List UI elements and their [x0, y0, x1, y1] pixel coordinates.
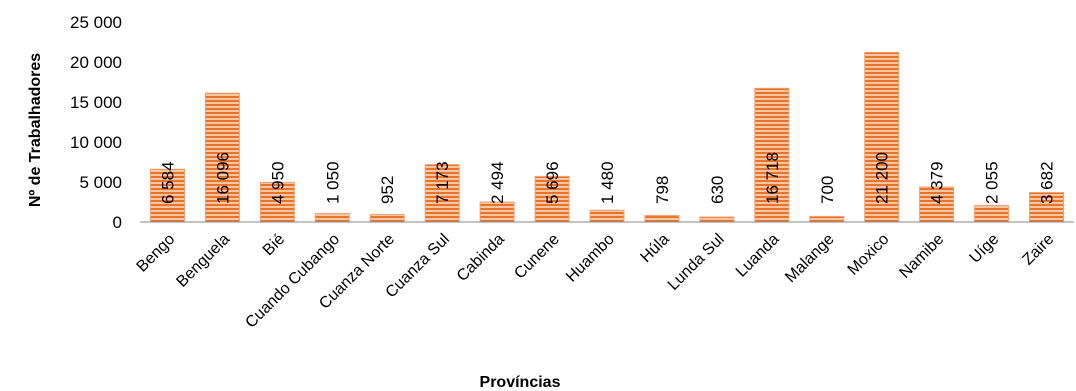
bar [754, 87, 790, 223]
data-label: 630 [708, 176, 727, 204]
data-label: 5 696 [543, 161, 562, 204]
bar [369, 213, 405, 223]
x-category-label: Bengo [134, 231, 179, 276]
y-tick-label: 15 000 [70, 93, 122, 112]
bar [204, 92, 240, 223]
data-label: 16 718 [763, 152, 782, 204]
x-category-label: Luanda [733, 231, 783, 281]
data-label: 21 200 [873, 152, 892, 204]
data-label: 4 379 [928, 161, 947, 204]
x-category-label: Húla [637, 231, 672, 266]
data-label: 3 682 [1038, 161, 1057, 204]
x-category-label: Bié [260, 231, 288, 259]
data-label: 1 050 [323, 161, 342, 204]
x-category-label: Malange [782, 231, 837, 286]
bar [864, 51, 900, 223]
data-label: 1 480 [598, 161, 617, 204]
y-axis-ticks: 0 5 000 10 000 15 000 20 000 25 000 [70, 13, 122, 232]
bar [1029, 192, 1064, 223]
x-category-label: Namibe [896, 231, 947, 282]
bar [974, 205, 1010, 223]
x-category-label: Moxico [845, 231, 893, 279]
y-tick-label: 0 [113, 213, 122, 232]
bar [314, 213, 350, 223]
bar [644, 215, 680, 223]
bar [699, 216, 735, 223]
data-labels: 6 584 16 096 4 950 1 050 952 7 173 2 494 5 696 1… [159, 152, 1057, 204]
bar [809, 215, 845, 223]
data-label: 2 494 [488, 161, 507, 204]
x-category-label: Huambo [563, 231, 618, 286]
y-tick-label: 25 000 [70, 13, 122, 32]
data-label: 6 584 [159, 161, 178, 204]
data-label: 700 [818, 176, 837, 204]
x-axis-title: Províncias [480, 374, 561, 391]
data-label: 2 055 [983, 161, 1002, 204]
x-category-label: Benguela [173, 231, 233, 291]
bars [150, 51, 1064, 223]
bar [150, 168, 185, 223]
data-label: 16 096 [213, 152, 232, 204]
data-label: 7 173 [433, 161, 452, 204]
y-tick-label: 10 000 [70, 133, 122, 152]
x-category-label: Cunene [511, 231, 563, 283]
y-axis-title: Nº de Trabalhadores [27, 53, 44, 207]
y-tick-label: 20 000 [70, 53, 122, 72]
y-tick-label: 5 000 [79, 173, 122, 192]
x-category-label: Zaire [1020, 231, 1058, 269]
data-label: 798 [653, 176, 672, 204]
x-category-label: Uíge [967, 231, 1003, 267]
x-category-label: Cuando Cubango [242, 231, 343, 332]
bar [534, 175, 570, 223]
bar [479, 201, 515, 223]
bar [589, 209, 625, 223]
x-category-label: Cabinda [454, 231, 508, 285]
bar [919, 186, 955, 223]
data-label: 4 950 [268, 161, 287, 204]
bar [424, 164, 460, 223]
data-label: 952 [378, 176, 397, 204]
x-category-label: Lunda Sul [665, 231, 728, 294]
